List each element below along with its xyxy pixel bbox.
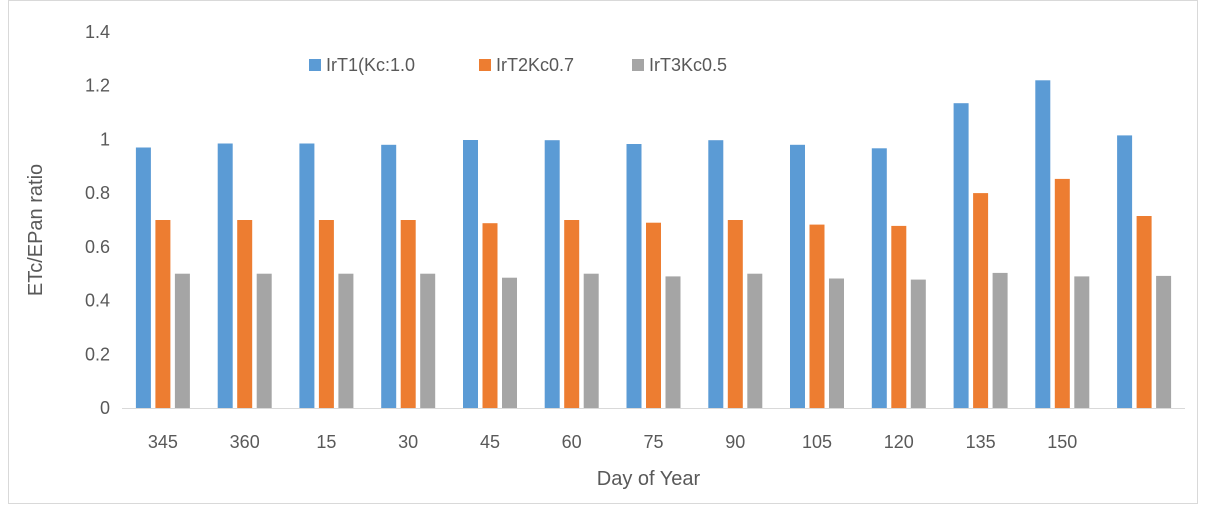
legend-label: IrT3Kc0.5 [649,55,727,75]
y-tick-label: 1 [100,129,110,149]
x-tick-label: 120 [884,432,914,452]
bar-series-2 [1136,216,1152,408]
bar-series-1 [135,147,151,408]
bar-series-3 [256,273,272,408]
bar-series-2 [891,225,907,408]
bar-series-1 [953,103,969,408]
bar-series-3 [1156,275,1172,408]
bar-series-3 [910,279,926,408]
y-tick-label: 0.2 [85,344,110,364]
y-axis-ticks: 0 0.2 0.4 0.6 0.8 1 1.2 1.4 [85,22,110,418]
y-tick-label: 1.4 [85,22,110,42]
x-tick-label: 345 [148,432,178,452]
x-tick-label: 75 [643,432,663,452]
x-tick-label: 90 [725,432,745,452]
bar-series-3 [992,272,1008,408]
bar-series-1 [626,144,642,408]
bar-series-1 [871,148,887,409]
bar-series-2 [237,220,253,408]
y-tick-label: 1.2 [85,76,110,96]
y-tick-label: 0.4 [85,291,110,311]
bar-series-3 [174,273,190,408]
bar-series-2 [727,220,743,408]
x-tick-label: 15 [316,432,336,452]
bar-series-2 [482,223,498,408]
legend-swatch [309,59,321,71]
y-tick-label: 0 [100,398,110,418]
bar-series-1 [1035,80,1051,409]
y-tick-label: 0.8 [85,183,110,203]
legend-label: IrT1(Kc:1.0 [326,55,415,75]
bar-series-2 [155,220,171,408]
bars [135,80,1172,409]
bar-series-2 [564,220,580,408]
bar-series-3 [420,273,436,408]
x-tick-label: 150 [1047,432,1077,452]
bar-series-1 [1117,135,1133,408]
bar-series-3 [1074,276,1090,408]
bar-series-1 [381,144,397,409]
bar-series-1 [708,140,724,408]
bar-series-2 [809,224,825,408]
x-tick-label: 60 [562,432,582,452]
legend: IrT1(Kc:1.0 IrT2Kc0.7 IrT3Kc0.5 [309,55,727,75]
x-tick-label: 105 [802,432,832,452]
x-tick-label: 30 [398,432,418,452]
bar-series-1 [790,144,805,409]
bar-series-2 [1054,178,1070,408]
bar-series-1 [463,140,478,408]
x-tick-label: 45 [480,432,500,452]
bar-series-3 [583,273,599,408]
bar-series-1 [544,140,560,408]
bar-series-1 [217,143,233,408]
x-tick-label: 360 [230,432,260,452]
bar-series-3 [502,277,517,408]
legend-swatch [632,59,644,71]
bar-series-3 [338,273,354,408]
y-axis-title: ETc/EPan ratio [25,164,47,296]
y-tick-label: 0.6 [85,237,110,257]
bar-series-2 [973,193,989,408]
bar-series-1 [299,143,315,408]
chart-frame [8,0,1198,504]
x-tick-label: 135 [966,432,996,452]
bar-series-3 [747,273,763,408]
x-axis-title: Day of Year [597,468,701,490]
bar-series-2 [400,220,416,408]
x-axis-ticks: 345 360 15 30 45 60 75 90 105 120 135 150 [148,432,1077,452]
bar-series-3 [665,276,681,408]
legend-label: IrT2Kc0.7 [496,55,574,75]
bar-series-3 [829,278,844,408]
bar-series-2 [318,220,334,408]
legend-swatch [479,59,491,71]
bar-series-2 [646,222,661,408]
